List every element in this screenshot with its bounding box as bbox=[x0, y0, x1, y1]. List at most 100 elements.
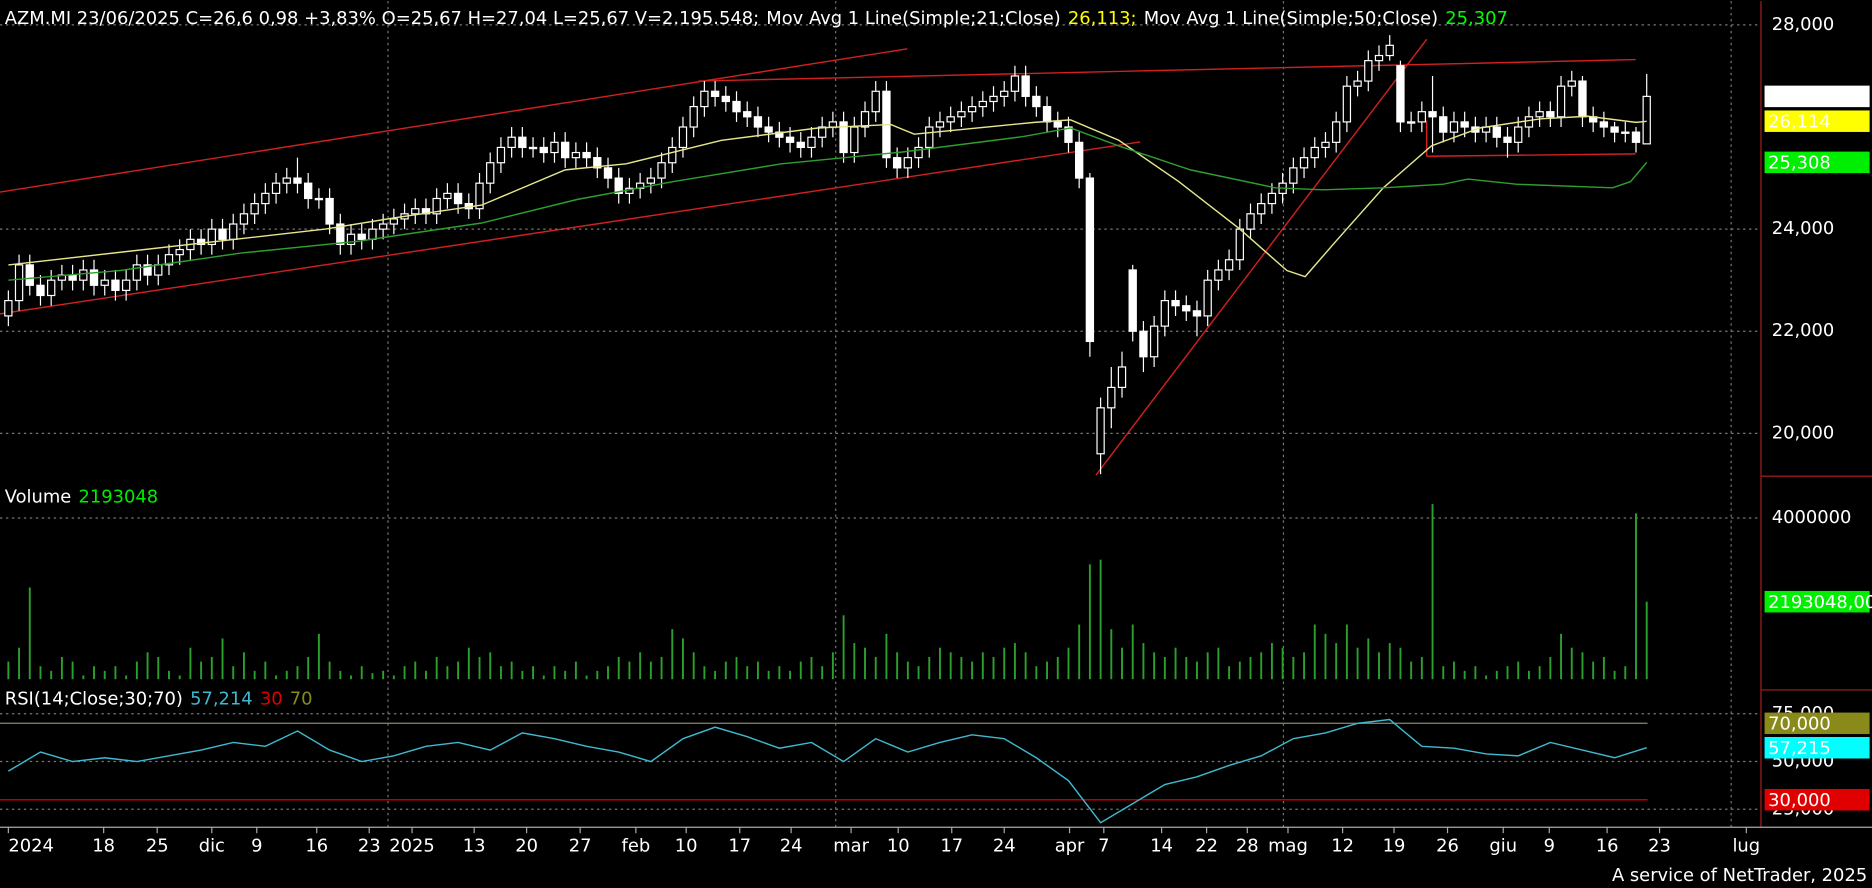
candle-body bbox=[443, 192, 452, 200]
volume-bar bbox=[671, 629, 674, 680]
volume-bar bbox=[607, 666, 609, 680]
volume-bar bbox=[264, 661, 267, 680]
candle-body bbox=[732, 100, 741, 113]
legend-value: 57,214 bbox=[190, 688, 253, 709]
candle-body bbox=[753, 116, 763, 128]
x-tick-label: 17 bbox=[728, 835, 751, 856]
volume-bar bbox=[1313, 624, 1316, 680]
volume-bar bbox=[928, 656, 931, 680]
volume-bar bbox=[93, 666, 95, 680]
volume-bar bbox=[596, 670, 599, 680]
candle-body bbox=[1192, 310, 1202, 317]
price-header: AZM.MI 23/06/2025 C=26,6 0,98 +3,83% O=2… bbox=[5, 8, 1508, 29]
level-label: 30 bbox=[260, 688, 283, 709]
candle-body bbox=[1406, 121, 1416, 124]
legend-name: Mov Avg 1 Line(Simple;50;Close) bbox=[1144, 8, 1438, 29]
volume-bar bbox=[1645, 601, 1648, 680]
candle-body bbox=[4, 300, 13, 317]
volume-bar bbox=[1238, 661, 1241, 680]
candle-body bbox=[1631, 131, 1641, 143]
x-tick-label: 23 bbox=[1648, 835, 1671, 856]
candle-body bbox=[743, 111, 752, 118]
candle-body bbox=[1074, 141, 1084, 179]
candle-body bbox=[1171, 300, 1180, 307]
x-tick-label: dic bbox=[199, 835, 225, 856]
volume-bar bbox=[660, 656, 663, 680]
volume-bar bbox=[789, 670, 792, 680]
candle-body bbox=[1042, 105, 1052, 123]
volume-bar bbox=[1013, 643, 1016, 680]
plot: 20,000 22,000 24,000 28,000 26,600 26,114 25,3… bbox=[0, 14, 1872, 856]
candle-body bbox=[164, 254, 174, 266]
volume-bar bbox=[317, 633, 320, 680]
x-tick-label: 13 bbox=[463, 835, 486, 856]
volume-bar bbox=[639, 652, 642, 680]
x-tick-label: 10 bbox=[675, 835, 698, 856]
candle-body bbox=[1053, 121, 1062, 128]
volume-bar bbox=[1399, 647, 1402, 680]
x-tick-label: 16 bbox=[305, 835, 328, 856]
x-tick-label: 14 bbox=[1150, 835, 1173, 856]
candle-body bbox=[411, 208, 420, 215]
volume-bar bbox=[403, 666, 406, 680]
candle-body bbox=[1021, 75, 1030, 97]
volume-bar bbox=[1249, 656, 1252, 680]
volume-bar bbox=[135, 661, 138, 680]
volume-bar bbox=[1142, 643, 1145, 680]
volume-bar bbox=[628, 661, 631, 680]
candle-body bbox=[935, 121, 945, 128]
candle-body bbox=[304, 182, 313, 200]
x-tick-label: 24 bbox=[993, 835, 1016, 856]
y-tick-label: 20,000 bbox=[1772, 422, 1835, 443]
legend-name: Mov Avg 1 Line(Simple;21;Close) bbox=[766, 8, 1060, 29]
volume-bar bbox=[18, 647, 21, 680]
volume-bar bbox=[724, 661, 727, 680]
candle-body bbox=[1149, 325, 1159, 358]
x-tick-label: 22 bbox=[1195, 835, 1218, 856]
header-text: AZM.MI 23/06/2025 C=26,6 0,98 +3,83% O=2… bbox=[5, 8, 759, 29]
volume-bar bbox=[1196, 661, 1198, 680]
volume-bar bbox=[735, 656, 738, 680]
candle-body bbox=[764, 126, 773, 133]
candle-body bbox=[1182, 305, 1191, 312]
candle-body bbox=[1460, 121, 1469, 128]
candle-body bbox=[1642, 95, 1651, 145]
value-box bbox=[1764, 712, 1870, 735]
x-tick-label: 12 bbox=[1331, 835, 1354, 856]
candle-body bbox=[1385, 44, 1394, 57]
volume-bar bbox=[1635, 513, 1637, 680]
candle-body bbox=[1224, 259, 1234, 271]
candle-body bbox=[989, 95, 998, 103]
volume-bar bbox=[821, 666, 824, 680]
volume-bar bbox=[168, 670, 170, 680]
volume-bar bbox=[617, 656, 620, 680]
volume-bar bbox=[339, 670, 342, 680]
candle-body bbox=[1310, 146, 1319, 159]
candle-body bbox=[582, 151, 591, 159]
volume-bar bbox=[382, 670, 385, 680]
candle-body bbox=[561, 141, 570, 159]
candle-body bbox=[1524, 116, 1534, 128]
candle-body bbox=[593, 157, 602, 169]
candle-body bbox=[1000, 90, 1009, 97]
candle-body bbox=[1246, 213, 1255, 230]
volume-bar bbox=[446, 666, 449, 680]
candle-body bbox=[1203, 279, 1212, 317]
volume-bar bbox=[864, 647, 866, 680]
x-tick-label: 20 bbox=[515, 835, 538, 856]
volume-bar bbox=[885, 633, 888, 680]
candle-body bbox=[1257, 203, 1266, 215]
rsi-line bbox=[7, 718, 1647, 824]
volume-bar bbox=[253, 670, 256, 680]
candle-body bbox=[892, 157, 902, 169]
candle-body bbox=[775, 131, 784, 138]
candle-body bbox=[68, 274, 77, 281]
candle-body bbox=[1160, 300, 1170, 327]
volume-bar bbox=[1517, 661, 1520, 680]
candle-body bbox=[710, 90, 720, 97]
value-box-label: 26,600 bbox=[1768, 87, 1831, 108]
candle-body bbox=[1535, 111, 1544, 118]
volume-bar bbox=[489, 652, 492, 680]
volume-bar bbox=[1185, 656, 1188, 680]
